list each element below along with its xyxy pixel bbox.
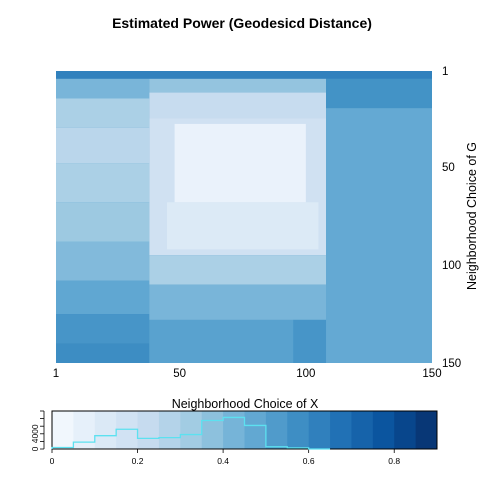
heatmap-cell	[149, 284, 327, 320]
color-key-swatch	[52, 411, 74, 449]
heatmap-cell	[149, 255, 327, 285]
color-key-x-ticks: 0 0.2 0.4 0.6 0.8	[50, 448, 437, 466]
heatmap-cell	[56, 78, 150, 99]
color-key-swatch	[94, 411, 117, 449]
color-key-swatch	[394, 411, 417, 449]
color-key-swatch	[287, 411, 310, 449]
y-tick-label: 100	[442, 260, 461, 272]
heatmap-cell	[56, 98, 150, 128]
x-tick-label: 100	[296, 368, 315, 380]
color-key-title: Neighborhood Choice of X	[172, 397, 319, 411]
x-tick-label: 1	[53, 368, 59, 380]
color-key-x-tick-label: 0	[50, 456, 55, 466]
color-key-swatch	[116, 411, 139, 449]
heatmap-cell	[326, 78, 432, 109]
heatmap-cell	[56, 343, 150, 363]
color-key-x-tick-label: 0.4	[217, 456, 229, 466]
color-key-histogram	[51, 416, 331, 450]
heatmap-cell	[174, 123, 306, 203]
heatmap-cell	[56, 280, 150, 315]
color-key-swatch	[201, 411, 224, 449]
color-key-swatch	[223, 411, 245, 449]
color-key-swatch	[308, 411, 331, 449]
color-key-swatch	[137, 411, 160, 449]
heatmap-cell	[56, 241, 150, 281]
x-tick-label: 150	[422, 368, 441, 380]
color-key-swatch	[73, 411, 96, 449]
y-tick-label: 150	[442, 358, 461, 370]
color-key-swatch	[180, 411, 203, 449]
x-tick-label: 50	[173, 368, 186, 380]
heatmap-cell	[56, 163, 150, 203]
heatmap-cell	[326, 108, 432, 364]
heatmap-cell	[149, 92, 327, 119]
color-key-swatch	[372, 411, 395, 449]
color-key-swatch	[158, 411, 181, 449]
y-axis-label: Neighborhood Choice of G	[465, 142, 479, 290]
color-key-y-ticks: 0 4000	[30, 410, 45, 451]
color-key-x-tick-label: 0.2	[132, 456, 144, 466]
heatmap-cell	[56, 314, 150, 344]
heatmap-cell	[56, 202, 150, 242]
heatmap-cell	[56, 71, 432, 79]
color-key-x-tick-label: 0.8	[388, 456, 400, 466]
chart-title: Estimated Power (Geodesicd Distance)	[112, 15, 372, 31]
heatmap-cell	[56, 127, 150, 164]
x-axis-ticks: 1 50 100 150	[53, 368, 442, 380]
heatmap-cell	[149, 78, 327, 93]
color-key-swatch	[244, 411, 267, 449]
color-key-swatch	[330, 411, 352, 449]
y-tick-label: 1	[442, 66, 448, 78]
color-key-swatch	[415, 411, 438, 449]
color-key-swatch	[265, 411, 288, 449]
heatmap-cell	[293, 319, 327, 363]
color-key-y-tick-label: 0	[30, 446, 40, 451]
color-key-swatch	[351, 411, 374, 449]
heatmap-cells	[56, 71, 432, 364]
color-key-x-tick-label: 0.6	[303, 456, 315, 466]
color-key	[51, 410, 438, 450]
y-tick-label: 50	[442, 162, 455, 174]
heatmap-cell	[167, 202, 319, 250]
color-key-y-tick-label: 4000	[30, 424, 40, 443]
